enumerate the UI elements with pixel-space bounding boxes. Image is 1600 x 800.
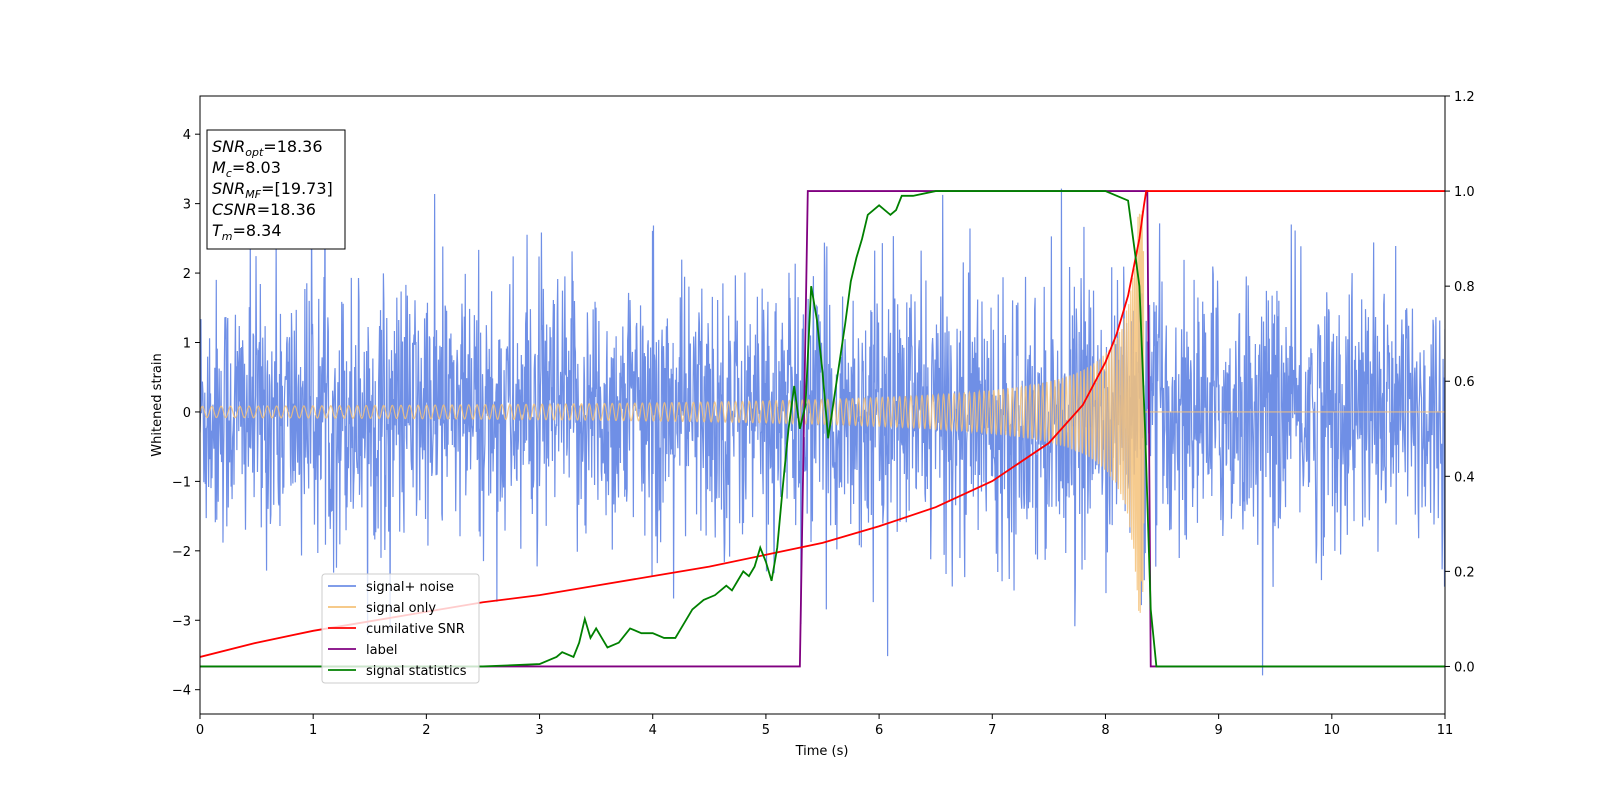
info-value: =18.36 [257, 200, 316, 219]
info-var: T [212, 221, 223, 240]
y-tick-label: −3 [172, 614, 191, 629]
series-signal-only [200, 210, 1445, 613]
info-sub: m [222, 230, 233, 243]
x-tick-label: 9 [1214, 723, 1222, 738]
x-tick-label: 6 [875, 723, 883, 738]
info-var: SNR [212, 137, 245, 156]
info-sub: c [226, 167, 232, 180]
y-tick-label: −1 [172, 475, 191, 490]
series-signal-noise [200, 161, 1445, 676]
info-sub: opt [245, 146, 264, 159]
info-var: SNR [212, 179, 245, 198]
legend-entry: label [366, 643, 397, 658]
info-box: SNRopt=18.36Mc=8.03SNRMF=[19.73]CSNR=18.… [206, 129, 346, 250]
x-tick-label: 7 [988, 723, 996, 738]
info-line: SNRopt=18.36 [212, 137, 323, 159]
plot-frame [199, 95, 1446, 715]
legend-frame [321, 573, 480, 684]
info-line: Mc=8.03 [212, 158, 281, 180]
info-value: =8.34 [233, 221, 282, 240]
y2-tick-label: 0.0 [1454, 660, 1475, 675]
legend-entry: signal statistics [366, 664, 467, 679]
y-tick-label: 3 [183, 198, 191, 213]
info-sub: MF [245, 188, 261, 201]
legend-entry: signal+ noise [366, 580, 454, 595]
info-line: SNRMF=[19.73] [212, 179, 333, 201]
x-tick-label: 2 [422, 723, 430, 738]
legend-entry: signal only [366, 601, 436, 616]
x-tick-label: 5 [762, 723, 770, 738]
y2-tick-label: 0.4 [1454, 470, 1475, 485]
y-axis-right: 0.0 0.2 0.4 0.6 0.8 1.0 1.2 [1445, 90, 1475, 675]
y-tick-label: −4 [172, 684, 191, 699]
info-value: =18.36 [263, 137, 322, 156]
y2-tick-label: 0.8 [1454, 280, 1475, 295]
x-tick-label: 0 [196, 723, 204, 738]
y-tick-label: −2 [172, 545, 191, 560]
y2-tick-label: 1.0 [1454, 185, 1475, 200]
legend: signal+ noise signal only cumilative SNR la… [321, 573, 480, 684]
x-tick-label: 4 [649, 723, 657, 738]
legend-entry: cumilative SNR [366, 622, 465, 637]
info-line: Tm=8.34 [212, 221, 282, 243]
info-var: CSNR [212, 200, 257, 219]
y-tick-label: 4 [183, 128, 191, 143]
info-line: CSNR=18.36 [212, 200, 316, 219]
info-box-frame [206, 129, 346, 250]
info-value: =8.03 [232, 158, 281, 177]
info-var: M [212, 158, 226, 177]
y-tick-label: 1 [183, 337, 191, 352]
y-tick-label: 0 [183, 406, 191, 421]
x-axis-label: Time (s) [795, 744, 849, 759]
y-axis-label: Whitened strain [150, 353, 165, 456]
series-signal-statistics [200, 190, 1445, 668]
info-value: =[19.73] [261, 179, 333, 198]
x-tick-label: 11 [1437, 723, 1454, 738]
y-tick-label: 2 [183, 267, 191, 282]
x-axis: 0 1 2 3 4 5 6 7 8 9 10 11 [196, 714, 1453, 738]
y-axis-left: −4 −3 −2 −1 0 1 2 3 4 [172, 128, 200, 699]
x-tick-label: 1 [309, 723, 317, 738]
x-tick-label: 10 [1324, 723, 1341, 738]
y2-tick-label: 1.2 [1454, 90, 1475, 105]
y2-tick-label: 0.6 [1454, 375, 1475, 390]
x-tick-label: 3 [535, 723, 543, 738]
x-tick-label: 8 [1101, 723, 1109, 738]
y2-tick-label: 0.2 [1454, 565, 1475, 580]
